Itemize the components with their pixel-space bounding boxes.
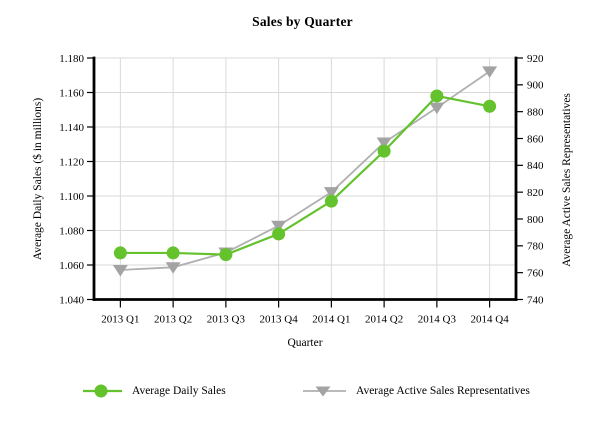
legend: Average Daily Sales Average Active Sales… <box>0 382 605 400</box>
y-left-tick-label: 1.140 <box>59 122 84 134</box>
y-left-tick-label: 1.060 <box>59 260 84 272</box>
y-left-tick-label: 1.160 <box>59 87 84 99</box>
data-point-circle[interactable] <box>483 99 497 113</box>
y-right-tick-label: 920 <box>527 53 544 65</box>
data-point-triangle[interactable] <box>165 262 181 274</box>
data-point-circle[interactable] <box>377 144 391 158</box>
data-point-triangle[interactable] <box>271 220 287 233</box>
data-point-triangle[interactable] <box>482 66 498 78</box>
legend-item-average-daily-sales: Average Daily Sales <box>82 382 226 400</box>
y-right-tick-label: 800 <box>527 214 544 226</box>
data-point-circle[interactable] <box>272 227 286 241</box>
legend-label: Average Daily Sales <box>132 385 226 397</box>
y-left-tick-label: 1.100 <box>59 191 84 203</box>
data-point-circle[interactable] <box>166 246 180 260</box>
y-right-tick-label: 780 <box>527 241 544 253</box>
legend-item-average-active-sales-representatives: Average Active Sales Representatives <box>302 382 530 400</box>
x-tick-label: 2013 Q4 <box>260 314 299 326</box>
y-left-tick-label: 1.120 <box>59 156 84 168</box>
plot-area: 1.180 1.160 1.140 1.120 1.100 1.080 1.060 1.040… <box>59 53 544 326</box>
y-right-tick-label: 900 <box>527 80 544 92</box>
series-line-daily-sales <box>120 94 490 256</box>
data-point-circle[interactable] <box>219 248 233 262</box>
y-right-tick-label: 760 <box>527 268 544 280</box>
x-tick-label: 2013 Q1 <box>101 314 139 326</box>
legend-marker-circle-icon <box>83 384 122 398</box>
data-point-circle[interactable] <box>113 246 127 260</box>
data-point-circle[interactable] <box>324 194 338 208</box>
data-point-triangle[interactable] <box>376 137 392 150</box>
x-axis-title: Quarter <box>287 337 323 349</box>
y-right-tick-label: 880 <box>527 107 544 119</box>
x-tick-label: 2014 Q4 <box>471 314 510 326</box>
chart-title: Sales by Quarter <box>252 14 353 29</box>
y-right-tick-label: 840 <box>527 160 544 172</box>
y-right-tick-label: 740 <box>527 294 544 306</box>
data-point-circle[interactable] <box>430 89 444 103</box>
data-point-triangle[interactable] <box>429 102 445 115</box>
y-left-tick-label: 1.080 <box>59 225 84 237</box>
y-right-tick-label: 860 <box>527 133 544 145</box>
y-right-tick-label: 820 <box>527 187 544 199</box>
x-tick-label: 2014 Q2 <box>365 314 403 326</box>
data-point-triangle[interactable] <box>112 264 128 277</box>
x-tick-label: 2013 Q2 <box>154 314 192 326</box>
series-line-sales-reps <box>120 70 491 271</box>
x-tick-label: 2013 Q3 <box>207 314 246 326</box>
y-left-tick-label: 1.180 <box>59 53 84 65</box>
x-tick-label: 2014 Q1 <box>312 314 350 326</box>
legend-marker-triangle-icon <box>303 386 346 397</box>
data-point-triangle[interactable] <box>323 187 339 199</box>
y-left-tick-label: 1.040 <box>59 294 84 306</box>
legend-label: Average Active Sales Representatives <box>356 385 530 397</box>
x-tick-label: 2014 Q3 <box>418 314 457 326</box>
